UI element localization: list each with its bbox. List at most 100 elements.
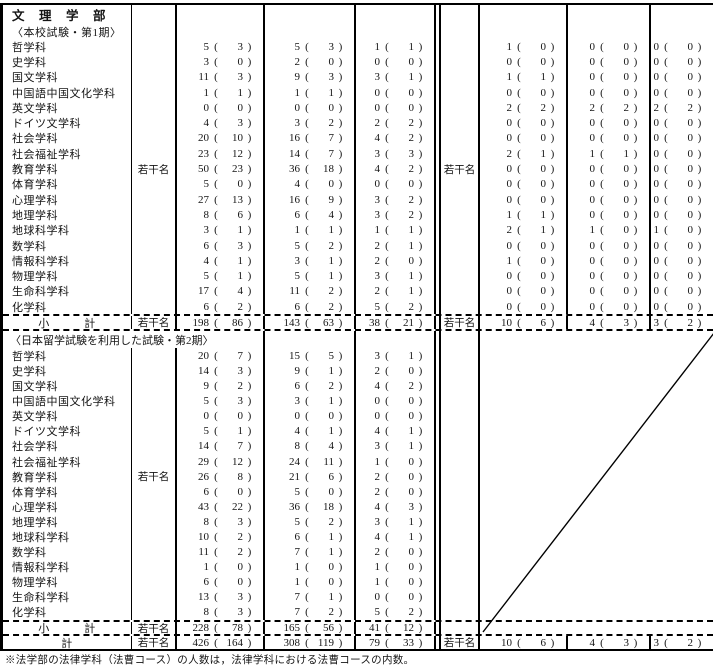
quota-cell: 若干名 bbox=[131, 622, 175, 635]
paren-close: ) bbox=[247, 163, 252, 176]
paren-open: ( bbox=[664, 71, 668, 84]
paren-open: ( bbox=[664, 208, 668, 221]
paren-open: ( bbox=[385, 364, 389, 377]
dept-name-label: 物理学科 bbox=[12, 577, 58, 590]
value-number: 3 bbox=[653, 316, 660, 329]
dept-name: 社会福祉学科 bbox=[3, 146, 131, 161]
paren-open: ( bbox=[305, 349, 309, 362]
subtotal-label: 小 計 bbox=[3, 622, 131, 634]
empty-merged-cell bbox=[478, 589, 713, 605]
value-paren-number: 0 bbox=[540, 55, 547, 68]
value-cell: 3 (1) bbox=[263, 393, 354, 409]
quota-cell bbox=[131, 5, 175, 24]
paren-open: ( bbox=[305, 270, 309, 283]
dept-name-label: 心理学科 bbox=[12, 194, 58, 207]
paren-open: ( bbox=[664, 316, 668, 329]
value-paren-number: 3 bbox=[237, 239, 244, 252]
value-cell: 1 (1) bbox=[263, 222, 354, 238]
quota-cell bbox=[131, 378, 175, 394]
paren-open: ( bbox=[385, 591, 389, 604]
value-cell: 3 (1) bbox=[354, 514, 434, 530]
value-number: 8 bbox=[203, 515, 210, 528]
value-number: 16 bbox=[289, 193, 300, 206]
table-row: 生命科学科 13(3) 7(1) 0(0) bbox=[3, 589, 713, 605]
quota-cell bbox=[131, 207, 175, 223]
dept-name: 史学科 bbox=[3, 54, 131, 69]
quota-cell bbox=[441, 379, 478, 394]
value-paren-number: 0 bbox=[408, 485, 415, 498]
value-cell bbox=[354, 5, 434, 24]
value-paren-number: 3 bbox=[237, 395, 244, 408]
empty-merged-cell bbox=[478, 454, 713, 470]
value-paren-number: 1 bbox=[408, 531, 415, 544]
value-number: 1 bbox=[294, 224, 301, 237]
value-number: 8 bbox=[203, 208, 210, 221]
value-paren-number: 2 bbox=[328, 117, 335, 130]
value-number: 5 bbox=[374, 300, 381, 313]
quota-cell-label: 若干名 bbox=[137, 318, 170, 330]
value-paren-number: 0 bbox=[540, 132, 547, 145]
value-paren-number: 2 bbox=[328, 515, 335, 528]
value-paren-number: 2 bbox=[328, 300, 335, 313]
quota-cell bbox=[441, 409, 478, 424]
paren-close: ) bbox=[247, 561, 252, 574]
quota-cell bbox=[131, 559, 175, 575]
paren-open: ( bbox=[664, 193, 668, 206]
value-cell: 29 (12) bbox=[175, 454, 263, 470]
paren-close: ) bbox=[418, 193, 423, 206]
paren-open: ( bbox=[385, 531, 389, 544]
value-cell: 1 (1) bbox=[354, 39, 434, 55]
value-number: 14 bbox=[289, 147, 300, 160]
column-divider bbox=[434, 331, 441, 349]
value-paren-number: 2 bbox=[408, 193, 415, 206]
value-number: 0 bbox=[653, 193, 660, 206]
value-cell: 0 (0) bbox=[649, 69, 713, 85]
paren-open: ( bbox=[214, 485, 218, 498]
paren-close: ) bbox=[247, 349, 252, 362]
value-cell: 3 (2) bbox=[354, 191, 434, 208]
dept-name: 化学科 bbox=[3, 605, 131, 620]
column-divider bbox=[434, 378, 441, 394]
quota-cell bbox=[441, 70, 478, 85]
value-cell bbox=[649, 5, 713, 24]
section2-rows: 哲学科 20(7) 15(5) 3(1) 史学科 14(3) 9(1) 2(0) 国文学科 9(2… bbox=[3, 348, 713, 621]
paren-close: ) bbox=[550, 300, 555, 313]
paren-close: ) bbox=[633, 239, 638, 252]
quota-cell bbox=[441, 207, 478, 222]
value-paren-number: 3 bbox=[237, 40, 244, 53]
value-paren-number: 0 bbox=[408, 455, 415, 468]
quota-cell bbox=[131, 100, 175, 116]
value-cell: 2 (0) bbox=[354, 469, 434, 485]
value-paren-number: 2 bbox=[687, 316, 694, 329]
paren-close: ) bbox=[247, 515, 252, 528]
value-paren-number: 10 bbox=[232, 132, 243, 145]
value-cell: 0 (0) bbox=[354, 408, 434, 424]
dept-name: 哲学科 bbox=[3, 348, 131, 363]
paren-close: ) bbox=[247, 178, 252, 191]
paren-close: ) bbox=[550, 71, 555, 84]
value-paren-number: 0 bbox=[237, 561, 244, 574]
paren-open: ( bbox=[385, 193, 389, 206]
value-number: 1 bbox=[506, 208, 513, 221]
column-divider bbox=[434, 423, 441, 439]
paren-close: ) bbox=[418, 178, 423, 191]
value-paren-number: 0 bbox=[328, 576, 335, 589]
value-number: 2 bbox=[374, 117, 381, 130]
value-number: 0 bbox=[653, 132, 660, 145]
paren-open: ( bbox=[517, 636, 521, 649]
paren-open: ( bbox=[385, 117, 389, 130]
value-paren-number: 21 bbox=[403, 316, 414, 329]
value-cell: 0 (0) bbox=[566, 176, 649, 192]
value-cell: 1 (0) bbox=[263, 574, 354, 590]
paren-open: ( bbox=[385, 239, 389, 252]
quota-cell: 若干名 bbox=[131, 161, 175, 177]
dept-name: 生命科学科 bbox=[3, 284, 131, 299]
value-cell: 3 (1) bbox=[354, 268, 434, 284]
table-row: 化学科 6(2) 6(2) 5(2) 0(0) 0(0) 0(0) bbox=[3, 299, 713, 315]
value-paren-number: 0 bbox=[328, 101, 335, 114]
quota-cell bbox=[441, 131, 478, 146]
value-number: 2 bbox=[374, 485, 381, 498]
paren-close: ) bbox=[550, 270, 555, 283]
paren-open: ( bbox=[305, 224, 309, 237]
paren-close: ) bbox=[418, 531, 423, 544]
